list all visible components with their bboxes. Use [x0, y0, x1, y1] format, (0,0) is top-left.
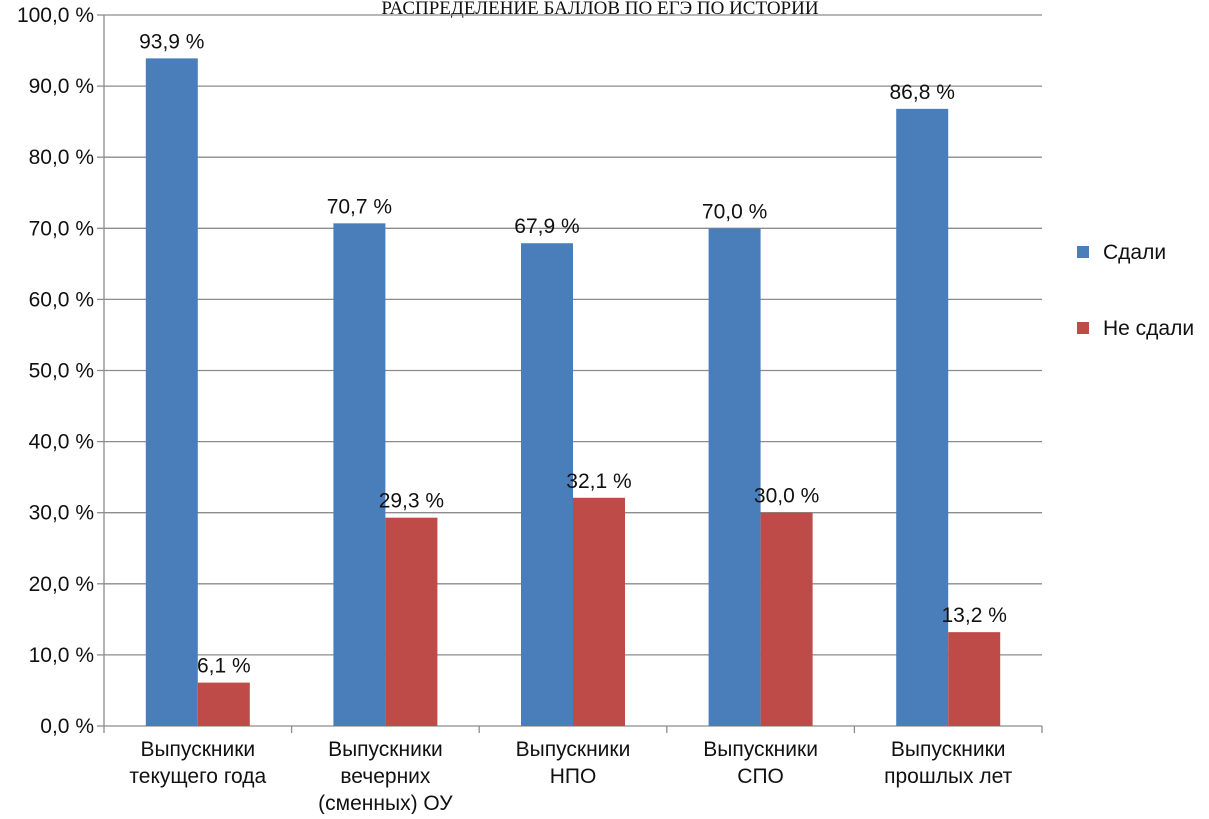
- bar-passed: [896, 108, 949, 727]
- data-label: 70,0 %: [702, 200, 767, 223]
- data-label: 67,9 %: [514, 215, 579, 238]
- data-label: 93,9 %: [139, 30, 204, 53]
- x-tick-label: Выпускники: [516, 738, 631, 761]
- x-tick-label: вечерних: [340, 765, 431, 788]
- bar-passed: [333, 223, 386, 726]
- x-tick-label: (сменных) ОУ: [318, 792, 453, 814]
- y-tick-label: 70,0 %: [29, 217, 94, 240]
- y-tick-label: 60,0 %: [29, 288, 94, 311]
- legend-swatch: [1077, 322, 1089, 334]
- y-tick-label: 80,0 %: [29, 146, 94, 169]
- legend-label: Сдали: [1103, 241, 1166, 264]
- bar-failed: [948, 632, 1001, 726]
- bar-failed: [573, 497, 625, 726]
- legend-swatch: [1077, 246, 1089, 258]
- y-tick-label: 40,0 %: [29, 431, 94, 454]
- data-label: 29,3 %: [379, 490, 444, 513]
- data-label: 6,1 %: [197, 655, 251, 678]
- x-tick-label: НПО: [550, 765, 597, 788]
- data-label: 70,7 %: [327, 195, 392, 218]
- bar-failed: [197, 682, 250, 726]
- x-tick-label: прошлых лет: [884, 765, 1012, 788]
- bar-failed: [385, 517, 438, 726]
- data-label: 32,1 %: [566, 470, 631, 493]
- y-tick-label: 20,0 %: [29, 573, 94, 596]
- data-label: 13,2 %: [942, 604, 1007, 627]
- label-layer: 93,9 % 6,1 % 70,7 % 29,3 % 67,9 % 32,1 % 70,0 …: [139, 30, 1007, 677]
- bar-layer: [145, 58, 1001, 727]
- bar-passed: [708, 228, 761, 727]
- y-tick-label: 100,0 %: [17, 4, 94, 27]
- y-tick-label: 30,0 %: [29, 502, 94, 525]
- x-tick-label: Выпускники: [328, 738, 443, 761]
- y-tick-label: 0,0 %: [40, 715, 94, 738]
- bar-passed: [521, 243, 573, 726]
- x-tick-label: Выпускники: [140, 738, 255, 761]
- chart-title: РАСПРЕДЕЛЕНИЕ БАЛЛОВ ПО ЕГЭ ПО ИСТОРИИ: [381, 0, 818, 19]
- data-label: 86,8 %: [890, 81, 955, 104]
- x-tick-label: текущего года: [129, 765, 266, 788]
- bar-passed: [145, 58, 198, 727]
- y-tick-label: 90,0 %: [29, 75, 94, 98]
- x-tick-label: СПО: [737, 765, 784, 788]
- legend-label: Не сдали: [1103, 317, 1194, 340]
- axis-layer: 0,0 % 10,0 % 20,0 % 30,0 % 40,0 % 50,0 % 60,0 …: [17, 4, 1043, 815]
- legend: Сдали Не сдали: [1077, 241, 1194, 340]
- data-label: 30,0 %: [754, 485, 819, 508]
- x-tick-label: Выпускники: [891, 738, 1006, 761]
- y-tick-label: 50,0 %: [29, 360, 94, 383]
- x-tick-label: Выпускники: [703, 738, 818, 761]
- bar-failed: [760, 512, 813, 726]
- y-tick-label: 10,0 %: [29, 644, 94, 667]
